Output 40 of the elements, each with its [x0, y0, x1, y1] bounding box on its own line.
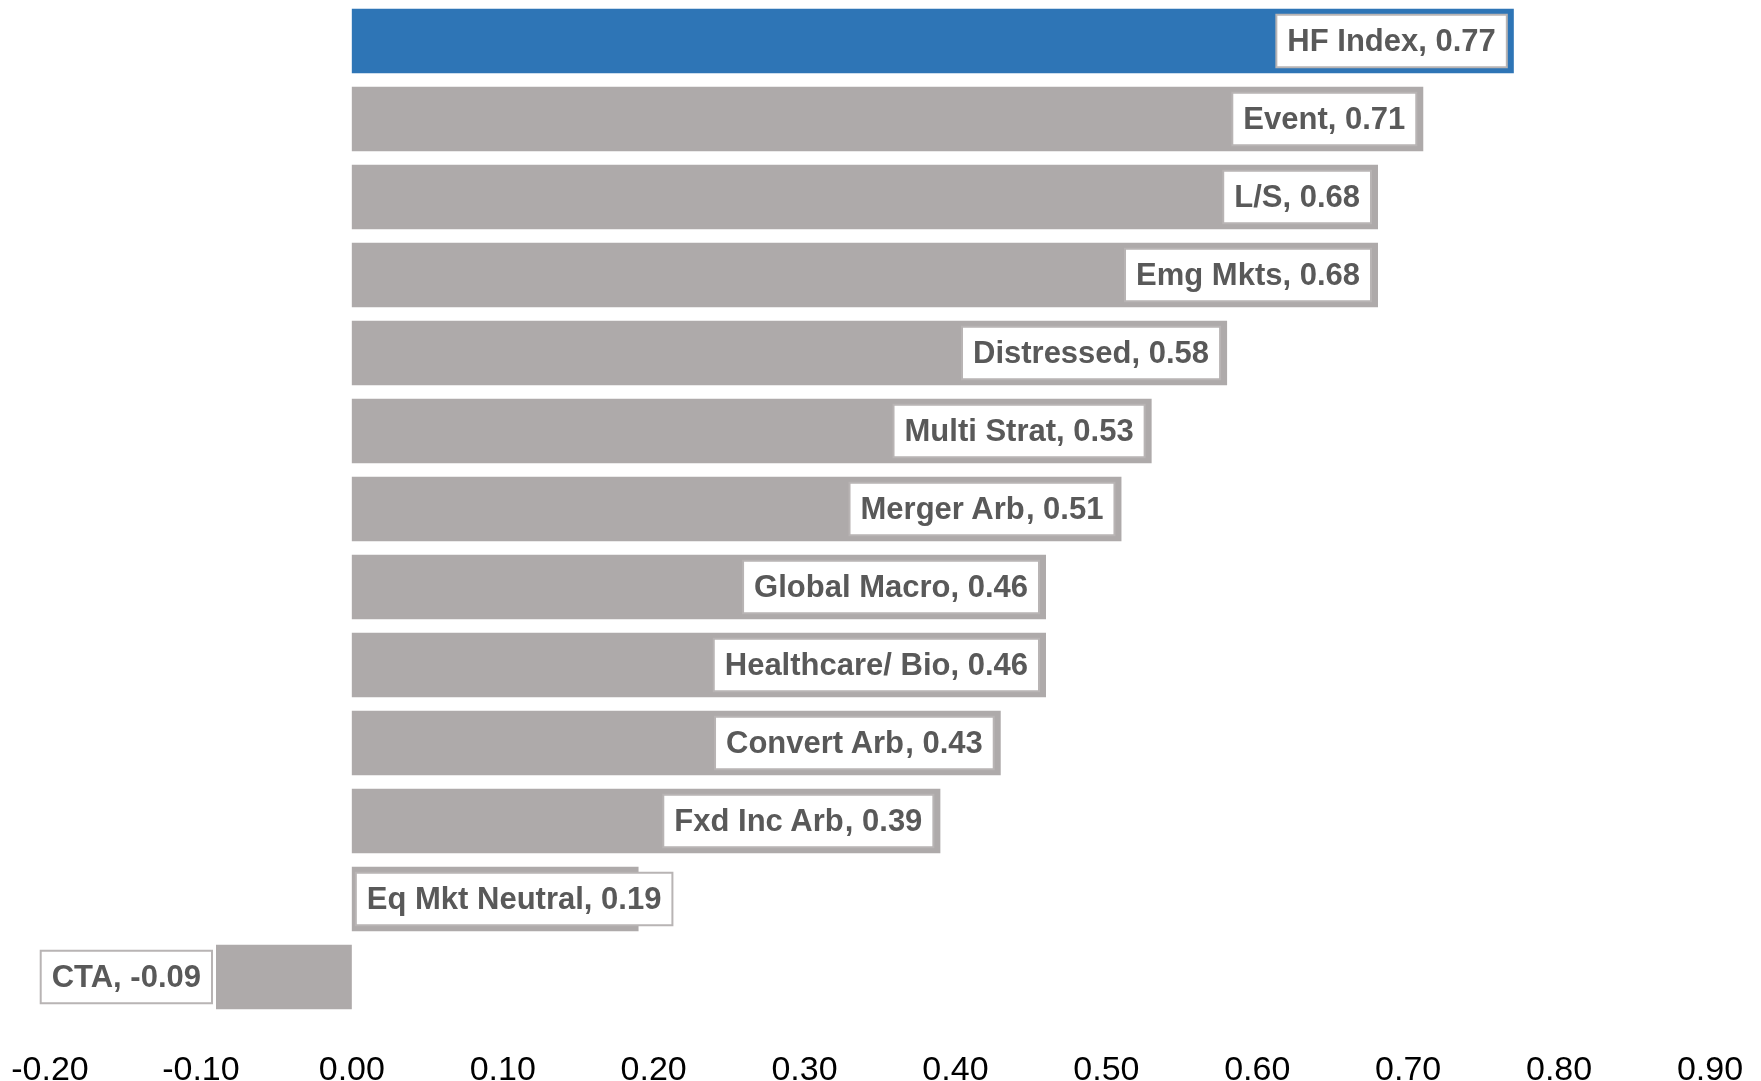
- data-label: , 0.46: [950, 568, 1028, 604]
- data-label: , 0.46: [950, 646, 1028, 682]
- x-tick-label: 0.30: [771, 1048, 838, 1081]
- y-tick-label: Healthcare/ Bio: [724, 646, 951, 682]
- y-tick-label: Global Macro: [754, 568, 951, 604]
- x-tick-label: 0.40: [922, 1048, 989, 1081]
- y-tick-label: Eq Mkt Neutral: [366, 880, 584, 916]
- x-tick-label: 0.60: [1224, 1048, 1291, 1081]
- y-tick-label: HF Index: [1287, 22, 1420, 58]
- x-tick-label: 0.90: [1676, 1048, 1744, 1081]
- y-tick-label: Multi Strat: [904, 412, 1057, 448]
- data-label: , 0.77: [1418, 22, 1496, 58]
- data-label: , 0.53: [1056, 412, 1134, 448]
- y-tick-label: L/S: [1234, 178, 1283, 214]
- bar: [351, 164, 1378, 230]
- data-label: , 0.58: [1131, 334, 1210, 370]
- data-label: , 0.51: [1025, 490, 1104, 526]
- y-tick-label: Distressed: [973, 334, 1132, 370]
- y-tick-label: CTA: [51, 958, 114, 994]
- x-tick-label: 0.80: [1526, 1048, 1593, 1081]
- data-label: , -0.09: [113, 958, 202, 994]
- data-label: , 0.68: [1282, 178, 1360, 214]
- x-tick-label: -0.10: [162, 1048, 240, 1081]
- x-tick-label: 0.50: [1073, 1048, 1140, 1081]
- data-label: , 0.19: [583, 880, 662, 916]
- data-label: , 0.43: [905, 724, 983, 760]
- y-tick-label: Merger Arb: [860, 490, 1025, 526]
- y-tick-label: Fxd Inc Arb: [674, 802, 844, 838]
- data-label: , 0.71: [1327, 100, 1406, 136]
- data-label: , 0.68: [1282, 256, 1360, 292]
- y-tick-label: Convert Arb: [726, 724, 905, 760]
- x-tick-label: -0.20: [11, 1048, 89, 1081]
- x-tick-label: 0.20: [620, 1048, 687, 1081]
- y-tick-label: Event: [1243, 100, 1328, 136]
- x-tick-label: 0.70: [1375, 1048, 1442, 1081]
- data-label: , 0.39: [844, 802, 923, 838]
- bar: [216, 944, 352, 1010]
- x-tick-label: 0.10: [469, 1048, 536, 1081]
- y-tick-label: Emg Mkts: [1136, 256, 1283, 292]
- x-tick-label: 0.00: [318, 1048, 385, 1081]
